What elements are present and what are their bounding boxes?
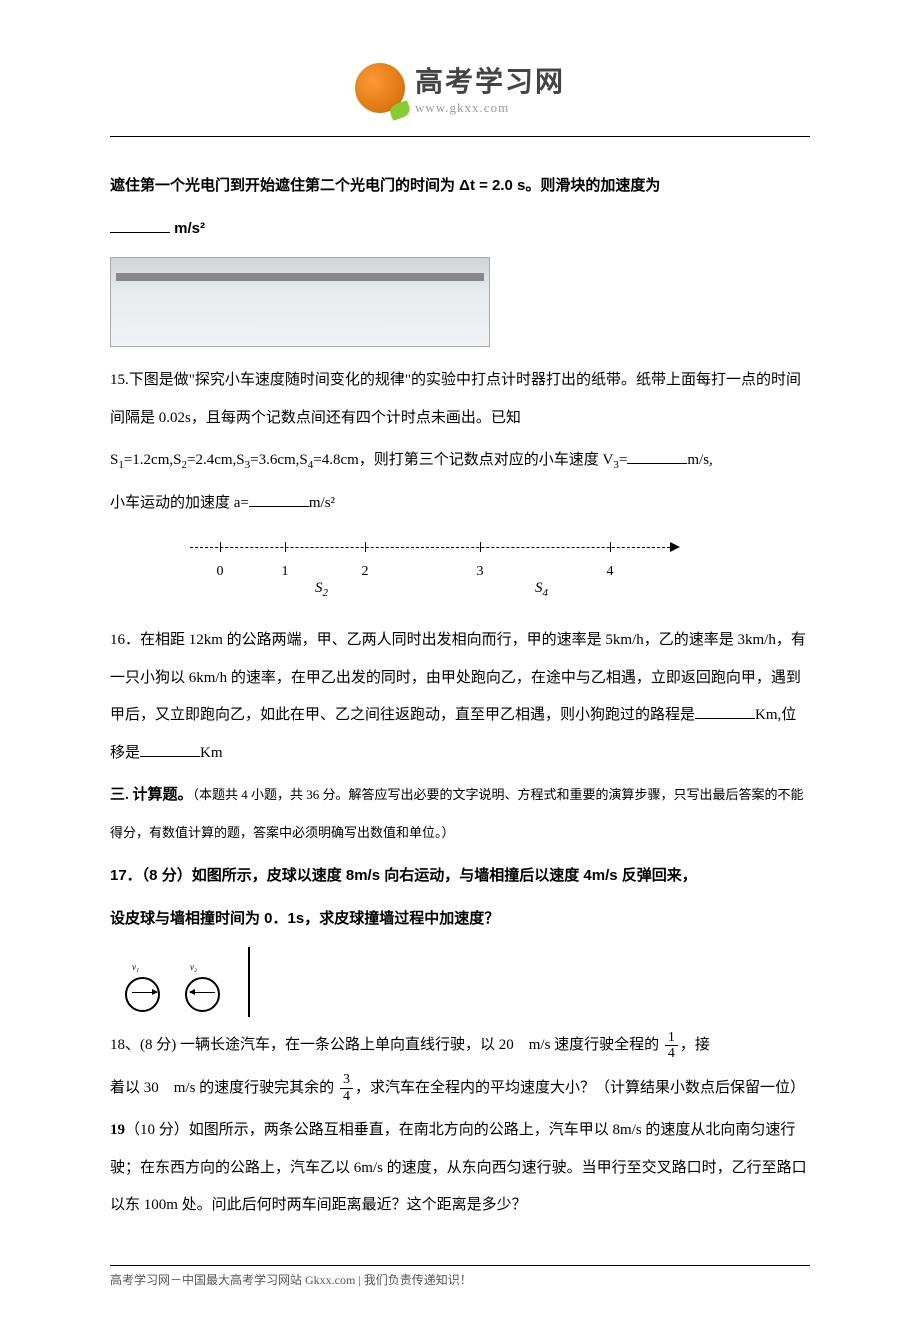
section3-header: 三. 计算题。（本题共 4 小题，共 36 分。解答应写出必要的文字说明、方程式… bbox=[110, 777, 810, 852]
tape-label-0: 0 bbox=[217, 554, 224, 589]
q18-f2n: 3 bbox=[340, 1072, 353, 1088]
q15-text1: 15.下图是做"探究小车速度随时间变化的规律"的实验中打点计时器打出的纸带。纸带… bbox=[110, 362, 810, 437]
q15-t2c: =3.6cm,S bbox=[250, 452, 308, 468]
q14-unit: m/s² bbox=[174, 220, 205, 237]
q17-line1: 17．（8 分）如图所示，皮球以速度 8m/s 向右运动，与墙相撞后以速度 4m… bbox=[110, 857, 810, 895]
logo-text-block: 高考学习网 www.gkxx.com bbox=[415, 60, 565, 116]
tape-tick-3 bbox=[480, 542, 481, 552]
q15-t2b: =2.4cm,S bbox=[187, 452, 245, 468]
tape-s4: S4 bbox=[535, 570, 548, 608]
tape-tick-4 bbox=[610, 542, 611, 552]
tape-label-3: 3 bbox=[477, 554, 484, 589]
q14-tail-line2: m/s² bbox=[110, 210, 810, 248]
logo-url: www.gkxx.com bbox=[415, 100, 565, 116]
q18-line2: 着以 30 m/s 的速度行驶完其余的 34，求汽车在全程内的平均速度大小？（计… bbox=[110, 1070, 810, 1108]
q18-t2a: 着以 30 m/s 的速度行驶完其余的 bbox=[110, 1080, 338, 1096]
q14-blank bbox=[110, 215, 170, 233]
q15-unit1: m/s, bbox=[687, 452, 712, 468]
q18-frac1: 14 bbox=[665, 1030, 678, 1062]
tape-label-2: 2 bbox=[362, 554, 369, 589]
ball-2 bbox=[185, 977, 220, 1012]
q16-end: Km bbox=[200, 745, 223, 761]
tape-tick-0 bbox=[220, 542, 221, 552]
q15-unit2: m/s² bbox=[309, 495, 335, 511]
tape-axis bbox=[190, 547, 670, 548]
q15-blank-v3 bbox=[627, 446, 687, 464]
header-divider bbox=[110, 136, 810, 137]
q15-blank-a bbox=[249, 489, 309, 507]
s4-sub: 4 bbox=[543, 587, 549, 599]
q19-prefix: 19 bbox=[110, 1122, 125, 1138]
tape-tick-2 bbox=[365, 542, 366, 552]
q16-blank2 bbox=[140, 739, 200, 757]
s2-sub: 2 bbox=[323, 587, 329, 599]
q15-text3: 小车运动的加速度 a= m/s² bbox=[110, 485, 810, 523]
q19-body: （10 分）如图所示，两条公路互相垂直，在南北方向的公路上，汽车甲以 8m/s … bbox=[110, 1122, 807, 1213]
q18-t1b: ，接 bbox=[680, 1037, 710, 1053]
q14-tail-line1: 遮住第一个光电门到开始遮住第二个光电门的时间为 Δt = 2.0 s。则滑块的加… bbox=[110, 167, 810, 205]
v1-label: v₁ bbox=[132, 962, 139, 972]
q16-text: 16．在相距 12km 的公路两端，甲、乙两人同时出发相向而行，甲的速率是 5k… bbox=[110, 622, 810, 772]
q15-t2d: =4.8cm，则打第三个记数点对应的小车速度 V bbox=[313, 452, 613, 468]
q15-t2a: =1.2cm,S bbox=[124, 452, 182, 468]
q17-line2: 设皮球与墙相撞时间为 0．1s，求皮球撞墙过程中加速度？ bbox=[110, 900, 810, 938]
q18-f1n: 1 bbox=[665, 1030, 678, 1046]
q15-eq: = bbox=[619, 452, 627, 468]
section3-title: 三. 计算题。 bbox=[110, 787, 193, 803]
q15-text2: S1=1.2cm,S2=2.4cm,S3=3.6cm,S4=4.8cm，则打第三… bbox=[110, 442, 810, 480]
q18-frac2: 34 bbox=[340, 1072, 353, 1104]
page-footer: 高考学习网－中国最大高考学习网站 Gkxx.com | 我们负责传递知识！ bbox=[110, 1265, 810, 1288]
air-track-rail bbox=[116, 273, 484, 281]
logo-title: 高考学习网 bbox=[415, 60, 565, 100]
header-logo: 高考学习网 www.gkxx.com bbox=[110, 60, 810, 116]
tape-diagram: 0 1 2 3 4 S2 S4 bbox=[190, 532, 690, 592]
q18-t1a: 18、(8 分) 一辆长途汽车，在一条公路上单向直线行驶，以 20 m/s 速度… bbox=[110, 1037, 663, 1053]
tape-arrow-icon bbox=[670, 542, 680, 552]
tape-label-4: 4 bbox=[607, 554, 614, 589]
q18-t2b: ，求汽车在全程内的平均速度大小？（计算结果小数点后保留一位） bbox=[355, 1080, 805, 1096]
q18-line1: 18、(8 分) 一辆长途汽车，在一条公路上单向直线行驶，以 20 m/s 速度… bbox=[110, 1027, 810, 1065]
air-track-image bbox=[110, 257, 490, 347]
ball-diagram: v₁ v₂ bbox=[110, 947, 250, 1017]
q18-f2d: 4 bbox=[340, 1089, 353, 1104]
s2-s: S bbox=[315, 580, 323, 596]
s4-s: S bbox=[535, 580, 543, 596]
q19-text: 19（10 分）如图所示，两条公路互相垂直，在南北方向的公路上，汽车甲以 8m/… bbox=[110, 1112, 810, 1225]
tape-s2: S2 bbox=[315, 570, 328, 608]
section3-desc: （本题共 4 小题，共 36 分。解答应写出必要的文字说明、方程式和重要的演算步… bbox=[110, 787, 804, 840]
q15-t3: 小车运动的加速度 a= bbox=[110, 495, 249, 511]
tape-tick-1 bbox=[285, 542, 286, 552]
logo-icon bbox=[355, 63, 405, 113]
q18-f1d: 4 bbox=[665, 1046, 678, 1061]
q16-blank1 bbox=[695, 701, 755, 719]
ball-1 bbox=[125, 977, 160, 1012]
tape-label-1: 1 bbox=[282, 554, 289, 589]
v2-label: v₂ bbox=[190, 962, 197, 972]
